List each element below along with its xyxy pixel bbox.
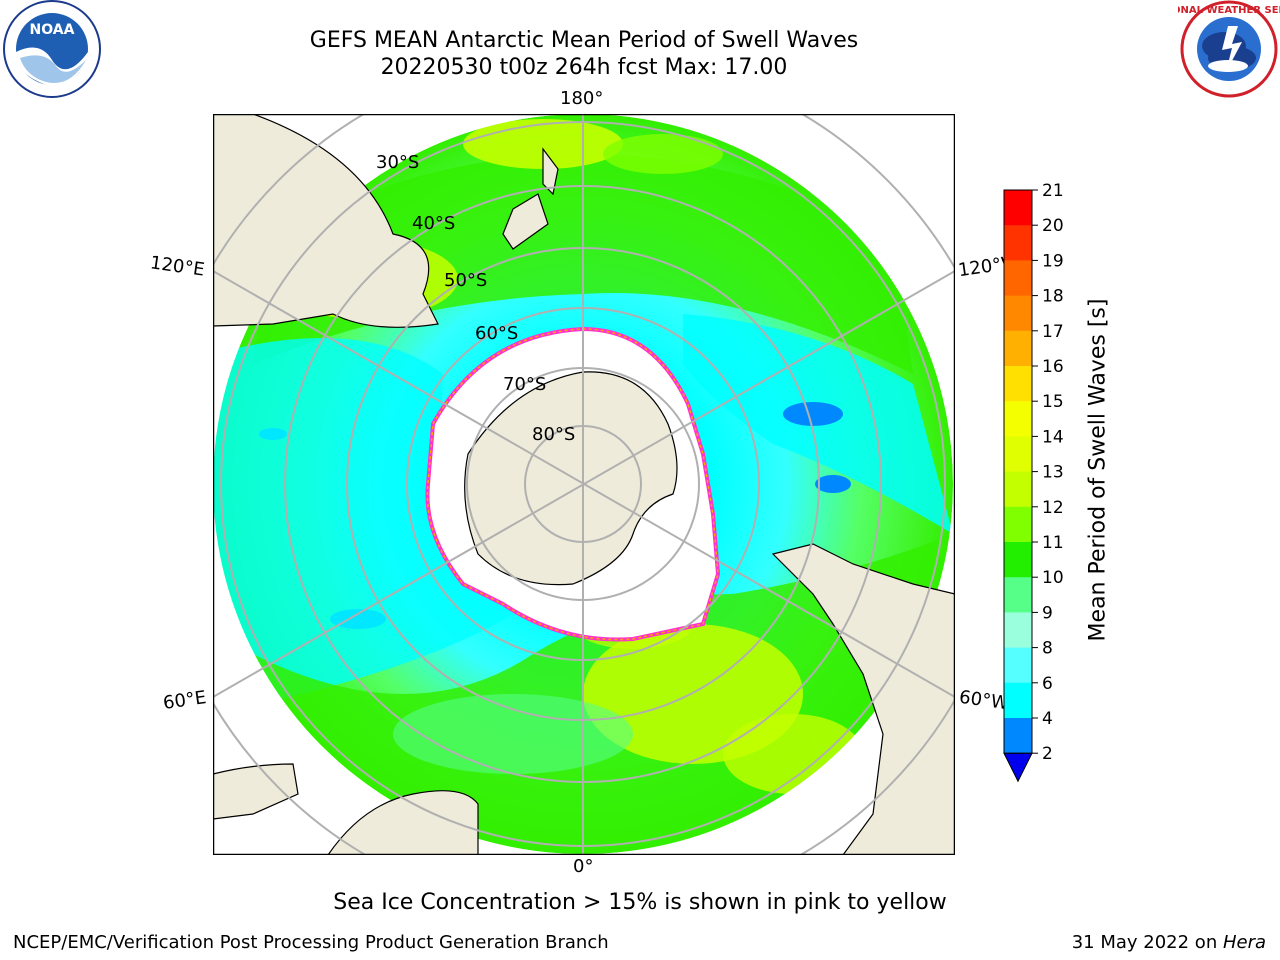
colorbar-segment <box>1004 401 1032 437</box>
graticule <box>213 114 955 855</box>
colorbar-segment <box>1004 436 1032 473</box>
footer-credit: NCEP/EMC/Verification Post Processing Pr… <box>13 932 609 953</box>
colorbar-segment <box>1004 366 1032 402</box>
colorbar-tick-label: 10 <box>1042 568 1064 588</box>
lat-label-70s: 70°S <box>503 374 547 395</box>
colorbar-segment <box>1004 295 1032 332</box>
colorbar-segment <box>1004 506 1032 543</box>
colorbar-tick-label: 20 <box>1042 216 1064 236</box>
nws-logo-text: NATIONAL WEATHER SERVICE <box>1178 5 1280 16</box>
colorbar-segment <box>1004 612 1032 649</box>
colorbar-tick-label: 14 <box>1042 427 1064 447</box>
colorbar-tick-label: 16 <box>1042 357 1064 377</box>
antarctic-map <box>213 114 955 855</box>
colorbar-segment <box>1004 330 1032 367</box>
colorbar-segment <box>1004 577 1032 613</box>
lon-label-60e: 60°E <box>161 687 208 714</box>
colorbar-tick-label: 21 <box>1042 181 1064 201</box>
colorbar-segment <box>1004 647 1032 684</box>
noaa-logo: NOAA <box>3 0 101 98</box>
colorbar-segment <box>1004 190 1032 226</box>
colorbar-segment <box>1004 682 1032 719</box>
colorbar-tick-label: 2 <box>1042 744 1053 764</box>
colorbar-tick-label: 8 <box>1042 639 1053 659</box>
colorbar-tick-label: 11 <box>1042 533 1064 553</box>
lon-label-0: 0° <box>573 856 594 877</box>
lat-label-50s: 50°S <box>444 270 488 291</box>
lat-label-40s: 40°S <box>412 213 456 234</box>
colorbar-tick-label: 13 <box>1042 463 1064 483</box>
colorbar-segment <box>1004 718 1032 754</box>
colorbar-title: Mean Period of Swell Waves [s] <box>1085 298 1111 642</box>
lon-label-120e: 120°E <box>148 252 206 281</box>
chart-title: GEFS MEAN Antarctic Mean Period of Swell… <box>309 28 859 53</box>
colorbar-tick-label: 12 <box>1042 498 1064 518</box>
colorbar-tick-label: 6 <box>1042 674 1053 694</box>
colorbar-segment <box>1004 225 1032 261</box>
colorbar-segment <box>1004 542 1032 578</box>
colorbar: 21 20 19 18 17 16 15 14 13 12 11 10 9 8 6 4 2 <box>1003 181 1064 783</box>
colorbar-tick-label: 18 <box>1042 287 1064 307</box>
lat-label-60s: 60°S <box>475 323 519 344</box>
colorbar-tick-label: 17 <box>1042 322 1064 342</box>
colorbar-tick-label: 19 <box>1042 251 1064 271</box>
sea-ice <box>425 326 721 642</box>
colorbar-segment <box>1004 260 1032 297</box>
colorbar-tick-label: 15 <box>1042 392 1064 412</box>
colorbar-extension <box>1003 752 1033 783</box>
colorbar-tick-label: 9 <box>1042 603 1053 623</box>
lat-label-80s: 80°S <box>532 424 576 445</box>
forecast-subtitle: 20220530 t00z 264h fcst Max: 17.00 <box>380 55 788 80</box>
lat-label-30s: 30°S <box>376 152 420 173</box>
footer-host: Hera <box>1222 932 1266 953</box>
sea-ice-note: Sea Ice Concentration > 15% is shown in … <box>333 890 947 915</box>
lon-label-180: 180° <box>560 88 604 109</box>
nws-logo: NATIONAL WEATHER SERVICE <box>1178 0 1280 98</box>
footer-date: 31 May 2022 on Hera <box>1072 932 1266 953</box>
footer-date-text: 31 May 2022 on <box>1071 932 1223 953</box>
noaa-logo-text: NOAA <box>30 22 75 38</box>
colorbar-tick-label: 4 <box>1042 709 1053 729</box>
colorbar-segment <box>1004 471 1032 508</box>
